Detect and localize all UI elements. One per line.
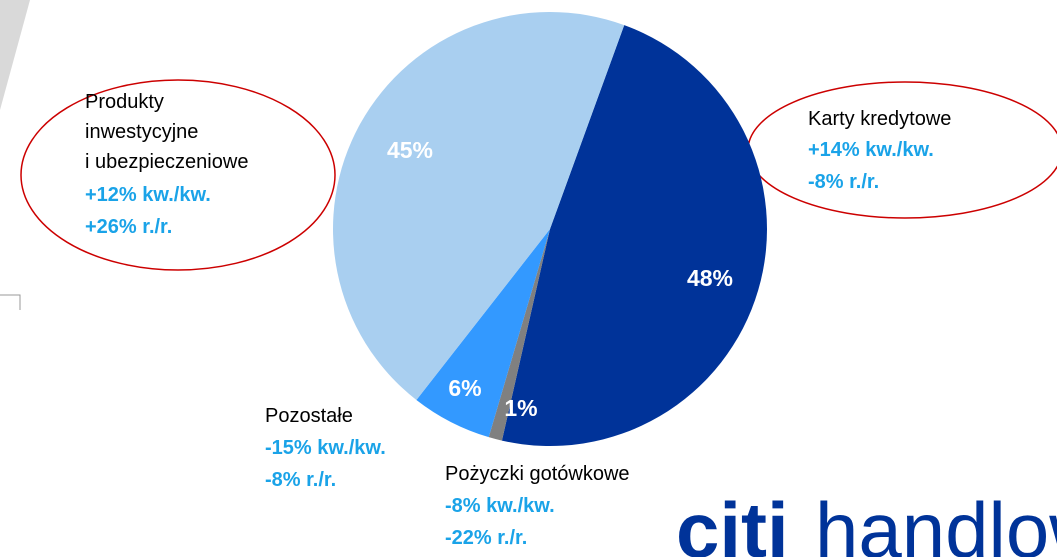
category-label: Produkty: [85, 91, 164, 113]
pie-slice: [333, 12, 625, 400]
category-label: Pozostałe: [265, 405, 353, 427]
slice-label: 45%: [387, 137, 433, 163]
slice-label: 48%: [687, 265, 733, 291]
logo-text: handlowy: [815, 486, 1057, 557]
pie-slice: [488, 229, 550, 441]
decoration: [0, 0, 30, 110]
slice-label: 1%: [504, 395, 537, 421]
change-label: -8% kw./kw.: [445, 495, 555, 517]
slice-label: 6%: [448, 375, 481, 401]
category-label: Karty kredytowe: [808, 108, 951, 130]
change-label: -22% r./r.: [445, 527, 527, 549]
change-label: +14% kw./kw.: [808, 139, 934, 161]
category-label: i ubezpieczeniowe: [85, 151, 248, 173]
logo-citi: citi: [676, 486, 789, 557]
change-label: -15% kw./kw.: [265, 437, 386, 459]
decoration: [0, 294, 21, 310]
change-label: -8% r./r.: [265, 469, 336, 491]
change-label: +26% r./r.: [85, 216, 172, 238]
category-label: inwestycyjne: [85, 121, 198, 143]
pie-slice: [416, 229, 550, 438]
category-label: Pożyczki gotówkowe: [445, 463, 630, 485]
callout-ring: [20, 79, 336, 271]
pie-slice: [501, 25, 768, 447]
change-label: +12% kw./kw.: [85, 184, 211, 206]
change-label: -8% r./r.: [808, 171, 879, 193]
